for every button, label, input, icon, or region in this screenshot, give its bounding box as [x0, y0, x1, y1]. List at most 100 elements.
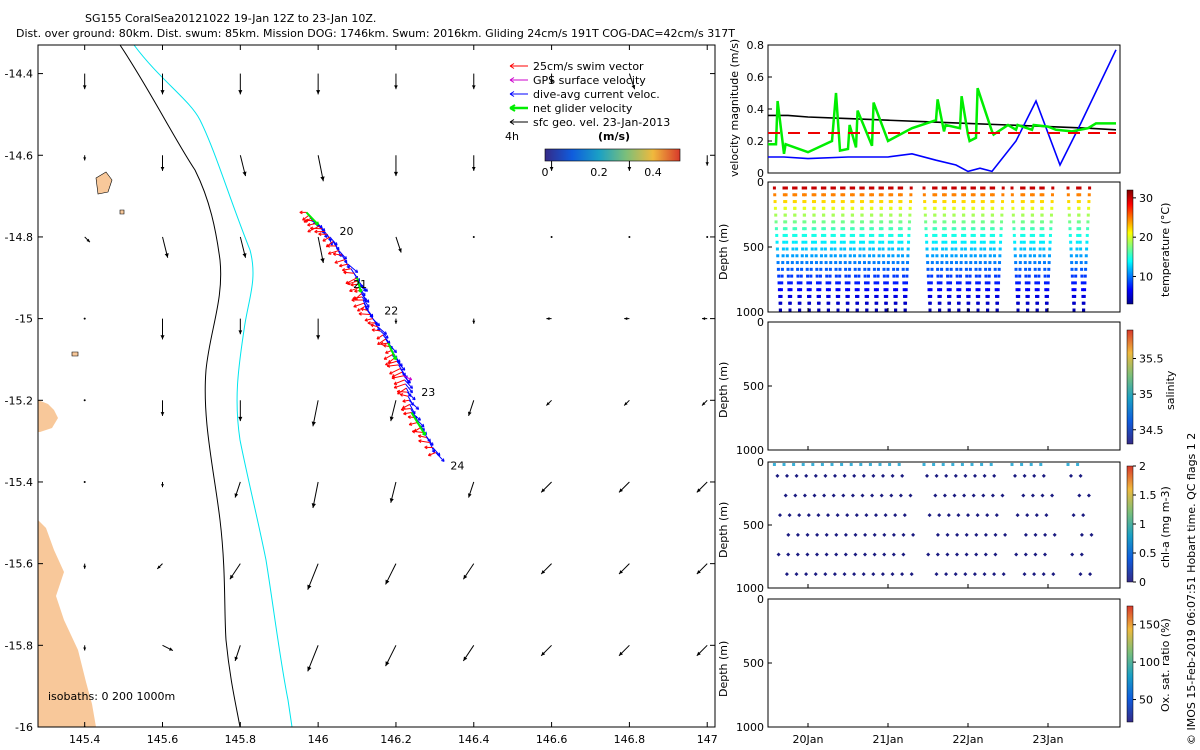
temperature-point — [1087, 206, 1091, 210]
temperature-point — [955, 281, 959, 285]
temperature-point — [1017, 281, 1021, 285]
temperature-point — [824, 267, 828, 271]
temperature-point — [1075, 240, 1079, 244]
temperature-point — [803, 227, 807, 231]
geo-vector-dot — [83, 480, 86, 483]
temperature-point — [1021, 213, 1025, 217]
temperature-point — [1049, 220, 1053, 224]
temperature-point — [954, 254, 958, 258]
temperature-point — [786, 261, 790, 265]
temperature-point — [970, 186, 974, 190]
chl-point — [811, 463, 815, 466]
temperature-point — [932, 227, 936, 231]
chl-point — [1041, 473, 1046, 478]
temperature-point — [792, 193, 796, 197]
temperature-point — [960, 247, 964, 251]
temperature-point — [802, 227, 806, 231]
chl-point — [870, 493, 875, 498]
geo-vector-head — [619, 570, 623, 575]
temperature-point — [812, 220, 816, 224]
chl-point — [801, 463, 805, 466]
temperature-point — [927, 281, 931, 285]
temperature-point — [887, 240, 891, 244]
temperature-point — [989, 240, 993, 244]
chl-point — [820, 463, 824, 466]
chl-point — [909, 572, 914, 577]
temperature-point — [944, 240, 948, 244]
temperature-point — [839, 254, 843, 258]
chl-point — [1023, 532, 1028, 537]
colorbar-tick-label: 10 — [1139, 270, 1153, 283]
swim-vector — [334, 259, 346, 264]
temperature-point — [942, 200, 946, 204]
temperature-point — [1085, 247, 1089, 251]
geo-vector-head — [238, 416, 243, 422]
temperature-point — [1024, 267, 1028, 271]
temperature-point — [930, 274, 934, 278]
temperature-point — [822, 220, 826, 224]
geo-vector-head — [468, 411, 472, 416]
geo-vector-head — [398, 248, 402, 253]
temperature-point — [1046, 281, 1050, 285]
speed-colorbar-tick-label: 0.4 — [644, 166, 662, 179]
temperature-point — [844, 274, 848, 278]
dac-vector — [396, 360, 406, 371]
temperature-point — [1079, 261, 1083, 265]
temperature-point — [874, 308, 878, 312]
temperature-point — [934, 193, 938, 197]
chl-point — [835, 513, 840, 518]
temperature-point — [840, 233, 844, 237]
temperature-point — [974, 261, 978, 265]
temperature-point — [904, 301, 908, 305]
temperature-point — [963, 240, 967, 244]
temperature-point — [895, 274, 899, 278]
temperature-point — [940, 261, 944, 265]
temperature-point — [958, 288, 962, 292]
temperature-point — [840, 193, 844, 197]
temperature-point — [1042, 254, 1046, 258]
chl-point — [861, 473, 866, 478]
temperature-point — [820, 233, 824, 237]
temperature-point — [899, 227, 903, 231]
temperature-point — [1051, 186, 1055, 190]
temperature-point — [793, 220, 797, 224]
swim-vector-head — [385, 350, 389, 354]
depth-ytick-label: 1000 — [736, 444, 764, 457]
temperature-point — [980, 227, 984, 231]
temperature-point — [1046, 274, 1050, 278]
geo-vector-head — [394, 320, 398, 324]
temperature-point — [944, 247, 948, 251]
temperature-point — [888, 227, 892, 231]
temperature-point — [851, 227, 855, 231]
temperature-point — [930, 261, 934, 265]
temperature-point — [960, 186, 964, 190]
velocity-axes: 0 0.2 0.4 0.6 0.8 — [747, 39, 772, 180]
temperature-point — [773, 193, 777, 197]
chl-point — [942, 493, 947, 498]
temperature-point — [976, 301, 980, 305]
geo-vector-head — [234, 656, 239, 661]
temperature-point — [814, 254, 818, 258]
chl-point — [882, 552, 887, 557]
temperature-point — [851, 193, 855, 197]
temperature-point — [852, 240, 856, 244]
temperature-point — [946, 288, 950, 292]
legend-swim-arrowhead — [509, 63, 515, 69]
temperature-point — [1026, 294, 1030, 298]
temperature-point — [872, 261, 876, 265]
swim-vector-head — [399, 393, 404, 397]
swim-vector — [328, 250, 340, 255]
temperature-point — [904, 294, 908, 298]
chl-point — [883, 513, 888, 518]
temperature-point — [1082, 294, 1086, 298]
temperature-point — [800, 261, 804, 265]
geo-vector-head — [160, 90, 165, 95]
chl-point — [792, 463, 796, 466]
day-label: 24 — [450, 460, 464, 473]
chl-point — [834, 552, 839, 557]
temperature-point — [990, 206, 994, 210]
temperature-point — [948, 301, 952, 305]
temperature-point — [959, 267, 963, 271]
temperature-point — [883, 288, 887, 292]
temperature-point — [957, 294, 961, 298]
